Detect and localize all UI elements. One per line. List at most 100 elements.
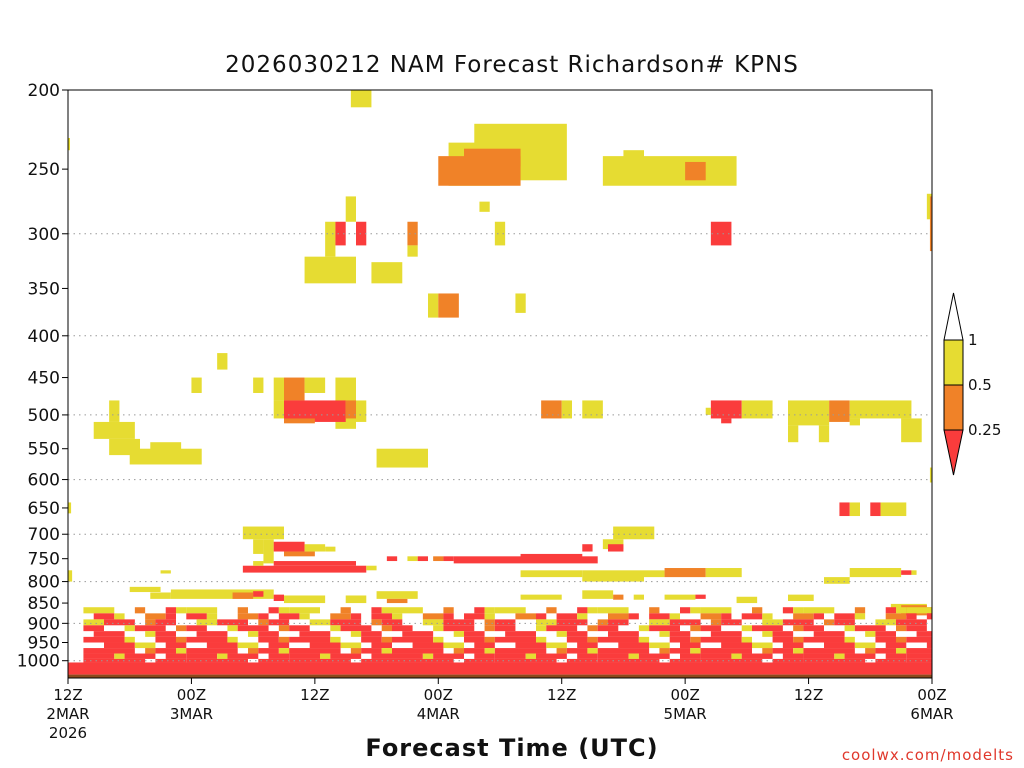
band-3-seg-6 — [186, 625, 207, 632]
band-9-seg-18 — [700, 658, 763, 663]
heatmap-cell-91 — [705, 568, 742, 578]
heatmap-cell-51 — [849, 400, 912, 419]
band-3-seg-48 — [906, 625, 927, 632]
heatmap-cell-82 — [443, 556, 454, 562]
heatmap-cell-21 — [371, 262, 403, 284]
band-3-seg-17 — [381, 625, 392, 632]
heatmap-cell-117 — [68, 662, 932, 675]
band-8-seg-12 — [330, 653, 362, 659]
band-9-seg-21 — [803, 658, 866, 663]
band-5-seg-4 — [176, 636, 187, 643]
band-8-seg-37 — [844, 653, 876, 659]
band-6-seg-7 — [237, 642, 259, 649]
band-3-seg-44 — [844, 625, 855, 632]
band-1-seg-20 — [392, 613, 403, 620]
band-5-seg-20 — [494, 636, 536, 643]
heatmap-cell-86 — [68, 570, 73, 582]
heatmap-cell-55 — [901, 418, 922, 443]
heatmap-cell-13 — [325, 221, 336, 257]
band-8-seg-19 — [474, 653, 495, 659]
band-1-seg-14 — [299, 613, 310, 620]
band-8-seg-39 — [885, 653, 907, 659]
heatmap-cell-6 — [602, 156, 737, 186]
band-6-seg-17 — [443, 642, 464, 649]
band-5-seg-16 — [433, 636, 444, 643]
heatmap-cell-92 — [849, 568, 902, 578]
band-1-seg-50 — [854, 613, 866, 620]
band-0-seg-46 — [885, 607, 896, 614]
heatmap-cell-102 — [284, 595, 326, 604]
band-1-seg-41 — [721, 613, 732, 620]
band-1-seg-5 — [165, 613, 176, 620]
heatmap-cell-50 — [829, 400, 850, 422]
heatmap-cell-36 — [284, 418, 315, 424]
heatmap-cell-108 — [613, 594, 624, 600]
heatmap-cell-85 — [160, 570, 171, 574]
band-1-seg-55 — [926, 613, 932, 620]
y-tick-label-750: 750 — [28, 550, 60, 570]
band-3-seg-8 — [227, 625, 238, 632]
band-9-seg-11 — [464, 658, 495, 663]
band-1-seg-35 — [628, 613, 639, 620]
heatmap-cell-106 — [520, 594, 562, 600]
band-8-seg-35 — [803, 653, 835, 659]
band-8-seg-36 — [834, 653, 845, 659]
band-3-seg-23 — [484, 625, 495, 632]
x-tick-label-6: 12Z — [794, 686, 823, 704]
heatmap-cell-71 — [602, 539, 624, 550]
heatmap-cell-103 — [345, 595, 367, 604]
band-1-seg-1 — [93, 613, 115, 620]
band-7-seg-28 — [669, 648, 691, 654]
band-0-seg-36 — [700, 607, 732, 614]
band-9-seg-20 — [772, 658, 804, 663]
heatmap-cell-101 — [273, 594, 284, 601]
band-0-seg-14 — [340, 607, 351, 614]
band-8-seg-22 — [536, 653, 567, 659]
heatmap-cell-60 — [849, 502, 860, 517]
band-8-seg-0 — [83, 653, 115, 659]
heatmap-cell-83 — [453, 556, 598, 564]
band-5-seg-15 — [392, 636, 434, 643]
band-8-seg-7 — [227, 653, 259, 659]
band-5-seg-36 — [844, 636, 855, 643]
heatmap-cell-68 — [304, 544, 326, 552]
band-5-seg-13 — [361, 636, 382, 643]
band-5-seg-21 — [536, 636, 547, 643]
band-8-seg-25 — [597, 653, 629, 659]
band-0-seg-35 — [690, 607, 701, 614]
y-axis: 200 250 300 350 400 450 500 550 600 650 700 750 8008… — [17, 81, 68, 672]
band-7-seg-3 — [155, 648, 176, 654]
heatmap-cell-70 — [613, 526, 655, 540]
band-5-seg-29 — [690, 636, 701, 643]
band-6-seg-32 — [752, 642, 773, 649]
y-tick-label-450: 450 — [28, 369, 60, 389]
band-7-seg-32 — [762, 648, 773, 654]
legend: 1 0.5 0.25 — [943, 292, 1001, 476]
heatmap-cell-105 — [386, 598, 408, 604]
heatmap-cell-56 — [376, 448, 428, 468]
heatmap-cell-65 — [263, 539, 274, 564]
band-3-seg-33 — [649, 625, 680, 632]
band-7-seg-38 — [875, 648, 896, 654]
y-tick-label-900: 900 — [28, 614, 60, 634]
band-1-seg-25 — [464, 613, 485, 620]
heatmap-cell-23 — [438, 293, 459, 318]
band-4-seg-28 — [566, 631, 588, 637]
x-tick-date-7: 6MAR — [910, 705, 953, 723]
band-1-seg-40 — [700, 613, 722, 620]
y-tick-label-800: 800 — [28, 573, 60, 593]
heatmap-cell-75 — [273, 561, 356, 566]
band-6-seg-6 — [206, 642, 238, 649]
band-4-seg-45 — [865, 631, 876, 637]
band-1-seg-4 — [145, 613, 166, 620]
band-3-seg-32 — [638, 625, 650, 632]
heatmap-cell-46 — [721, 418, 732, 424]
band-8-seg-31 — [731, 653, 742, 659]
y-tick-label-950: 950 — [28, 634, 60, 654]
band-1-seg-52 — [885, 613, 907, 620]
band-0-seg-41 — [793, 607, 804, 614]
band-2-seg-6 — [196, 619, 218, 626]
band-0-seg-22 — [474, 607, 485, 614]
credit-text[interactable]: coolwx.com/modelts — [841, 746, 1014, 764]
band-2-seg-1 — [104, 619, 135, 626]
